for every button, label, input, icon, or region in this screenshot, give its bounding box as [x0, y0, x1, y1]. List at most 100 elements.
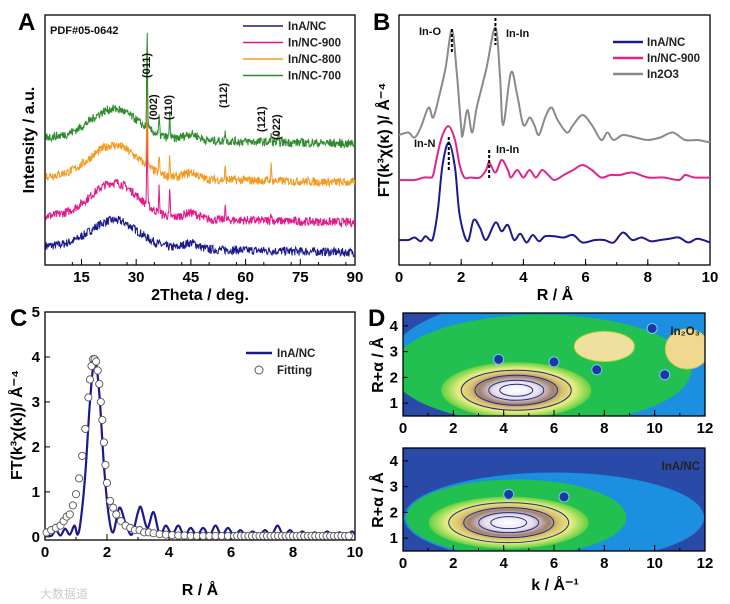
map-minimum — [646, 322, 658, 334]
panel-d-top-ytick-label: 3 — [390, 344, 398, 361]
fitting-point — [101, 460, 110, 469]
fitting-point — [95, 379, 104, 389]
legend-label-a-0: InA/NC — [288, 21, 326, 33]
panel-c-ytick-label: 5 — [32, 304, 40, 321]
panel-a-ylabel: Intensity / a.u. — [21, 87, 38, 194]
fitting-point — [102, 478, 112, 487]
legend-label-a-1: In/NC-900 — [288, 38, 341, 50]
contour-line — [488, 379, 545, 401]
legend-label-c-1: Fitting — [277, 365, 312, 377]
panel-d-ylabel-bottom: R+α / Å — [368, 472, 387, 528]
panel-d-bottom-xtick-label: 2 — [449, 555, 457, 572]
panel-d-bottom-xtick-label: 8 — [600, 555, 608, 572]
panel-d-top-ytick-label: 1 — [390, 395, 398, 412]
map-minimum — [591, 364, 603, 376]
map-title-bottom: InA/NC — [662, 461, 700, 473]
panel-d-bottom-ytick-label: 4 — [390, 453, 399, 470]
panel-d-bottom-ytick-label: 2 — [390, 504, 398, 521]
peak-annotation: In-O — [419, 26, 441, 38]
panel-a-xtick-label: 30 — [128, 269, 145, 286]
reflection-label: (110) — [163, 95, 175, 120]
map-region — [664, 328, 705, 370]
panel-d-top-xtick-label: 0 — [399, 420, 407, 437]
panel-d-top-xtick-label: 4 — [499, 420, 508, 437]
plot-layer: 15 30 45 60 75 90InA/NCIn/NC-900In/NC-800In/N… — [32, 14, 719, 572]
xrd-curve-2 — [45, 46, 356, 188]
legend-marker-c-1 — [254, 365, 264, 375]
map-minimum — [558, 491, 570, 503]
panel-c-xtick-label: 4 — [165, 544, 174, 561]
panel-b-xtick-label: 2 — [457, 269, 465, 286]
panel-b-xtick-label: 4 — [519, 269, 528, 286]
panel-c-ytick-label: 2 — [32, 439, 40, 456]
exafs-curve-1 — [398, 125, 711, 182]
panel-d-top-ytick-label: 2 — [390, 369, 398, 386]
panel-d-bottom-xtick-label: 6 — [550, 555, 558, 572]
panel-d-bottom-ytick-label: 3 — [390, 479, 398, 496]
fitting-point — [98, 415, 107, 424]
panel-d-bottom-xtick-label: 12 — [697, 555, 714, 572]
panel-d-top-ytick-label: 4 — [390, 318, 399, 335]
xrd-curve-1 — [45, 122, 356, 228]
panel-b-xtick-label: 10 — [702, 269, 719, 286]
fitting-point — [84, 393, 93, 402]
pdf-card-label: PDF#05-0642 — [50, 25, 119, 37]
reflection-label: (022) — [271, 114, 283, 140]
contour-line — [478, 512, 540, 534]
fitting-point — [71, 490, 81, 499]
peak-annotation: In-In — [496, 144, 519, 156]
legend-label-b-2: In2O3 — [647, 69, 679, 81]
panel-a-frame — [44, 14, 356, 266]
panel-d-bottom-xtick-label: 4 — [499, 555, 508, 572]
contour-line — [448, 502, 570, 544]
peak-annotation: In-N — [414, 138, 435, 150]
map-minimum — [659, 369, 671, 381]
panel-b-xtick-label: 8 — [644, 269, 652, 286]
fitting-point — [81, 424, 90, 433]
panel-c-xtick-label: 6 — [227, 544, 235, 561]
panel-d-top-xtick-label: 12 — [697, 420, 714, 437]
peak-annotation: In-In — [506, 28, 529, 40]
map-minimum — [548, 356, 560, 368]
fitting-point — [75, 474, 84, 483]
panel-d-bottom-ytick-label: 1 — [390, 530, 398, 547]
fitting-point — [112, 510, 121, 519]
exafs-curve-2 — [398, 26, 711, 144]
fitting-point — [344, 531, 353, 541]
legend-label-a-2: In/NC-800 — [288, 54, 341, 66]
fitting-point — [93, 366, 102, 375]
panel-a-xtick-label: 90 — [347, 269, 364, 286]
contour-line — [490, 516, 528, 530]
map-minimum — [503, 488, 515, 500]
wavelet-map-top — [403, 313, 705, 416]
panel-c-xtick-label: 8 — [289, 544, 297, 561]
panel-c-ytick-label: 1 — [32, 484, 40, 501]
fitting-point — [85, 375, 94, 384]
panel-c-xtick-label: 0 — [41, 544, 49, 561]
panel-d-bottom-xtick-label: 10 — [646, 555, 663, 572]
panel-c-ytick-label: 3 — [32, 394, 40, 411]
panel-d-top-xtick-label: 8 — [600, 420, 608, 437]
panel-d-top-xtick-label: 2 — [449, 420, 457, 437]
contour-line — [499, 383, 534, 397]
panel-c-ylabel: FT(k³χ(κ))/ Å⁻⁴ — [7, 370, 26, 480]
exafs-curve-0 — [398, 141, 711, 244]
panel-d-ylabel-top: R+α / Å — [368, 337, 387, 393]
panel-b-xtick-label: 0 — [395, 269, 403, 286]
panel-a-xlabel: 2Theta / deg. — [151, 287, 249, 304]
panel-b-xlabel: R / Å — [537, 285, 574, 304]
legend-label-c-0: InA/NC — [277, 348, 315, 360]
map-region — [573, 330, 635, 362]
panel-d-xlabel: k / Å⁻¹ — [531, 575, 579, 594]
contour-line — [463, 507, 555, 539]
panel-a-xtick-label: 60 — [237, 269, 254, 286]
wavelet-map-bottom — [403, 448, 705, 551]
legend-label-a-3: In/NC-700 — [288, 71, 341, 83]
watermark: 大数据道 — [40, 586, 88, 601]
panel-d-top-xtick-label: 6 — [550, 420, 558, 437]
reflection-label: (112) — [218, 83, 230, 108]
panel-b-ylabel: FT(k³χ(κ) )/ Å⁻⁴ — [374, 83, 393, 198]
panel-a-xtick-label: 75 — [292, 269, 309, 286]
map-minimum — [493, 353, 505, 365]
